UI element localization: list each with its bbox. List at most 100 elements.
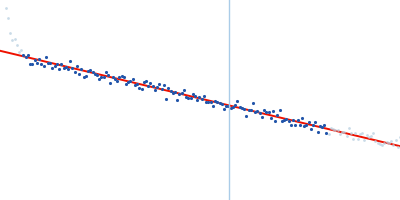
Point: [174, 98, 180, 101]
Point: [40, 64, 47, 67]
Point: [123, 82, 129, 85]
Point: [321, 124, 328, 127]
Point: [167, 90, 174, 93]
Point: [270, 110, 276, 113]
Point: [5, 16, 11, 19]
Point: [134, 82, 140, 86]
Point: [145, 85, 152, 88]
Point: [178, 91, 185, 94]
Point: [306, 120, 312, 123]
Point: [316, 125, 323, 128]
Point: [310, 123, 316, 126]
Point: [67, 60, 74, 63]
Point: [234, 99, 240, 103]
Point: [29, 62, 36, 65]
Point: [201, 95, 207, 98]
Point: [143, 79, 149, 83]
Point: [218, 103, 225, 106]
Point: [156, 82, 162, 85]
Point: [65, 67, 71, 71]
Point: [183, 95, 189, 99]
Point: [150, 84, 156, 88]
Point: [292, 123, 298, 126]
Point: [386, 141, 392, 144]
Point: [194, 98, 200, 101]
Point: [45, 61, 51, 65]
Point: [130, 77, 136, 81]
Point: [176, 93, 183, 96]
Point: [29, 62, 36, 65]
Point: [22, 55, 29, 58]
Point: [165, 87, 172, 90]
Point: [16, 50, 22, 53]
Point: [319, 125, 325, 128]
Point: [377, 143, 383, 146]
Point: [150, 84, 156, 88]
Point: [294, 119, 301, 122]
Point: [118, 75, 125, 78]
Point: [52, 64, 58, 67]
Point: [384, 140, 390, 143]
Point: [288, 124, 294, 127]
Point: [25, 54, 31, 57]
Point: [221, 107, 227, 111]
Point: [210, 105, 216, 108]
Point: [228, 107, 234, 110]
Point: [268, 117, 274, 120]
Point: [98, 76, 105, 79]
Point: [161, 83, 167, 86]
Point: [65, 67, 71, 71]
Point: [379, 143, 385, 146]
Point: [85, 70, 91, 73]
Point: [109, 75, 116, 78]
Point: [183, 95, 189, 99]
Point: [223, 105, 230, 108]
Point: [60, 66, 67, 70]
Point: [58, 63, 64, 66]
Point: [296, 124, 303, 127]
Point: [239, 106, 245, 109]
Point: [283, 117, 290, 120]
Point: [158, 88, 165, 91]
Point: [190, 92, 196, 95]
Point: [49, 66, 56, 70]
Point: [343, 134, 350, 137]
Point: [147, 82, 154, 85]
Point: [78, 68, 85, 71]
Point: [107, 81, 114, 85]
Point: [223, 105, 230, 108]
Point: [154, 85, 160, 89]
Point: [181, 88, 187, 91]
Point: [185, 97, 192, 100]
Point: [167, 90, 174, 93]
Point: [319, 125, 325, 128]
Point: [138, 87, 145, 90]
Point: [156, 82, 162, 85]
Point: [176, 93, 183, 96]
Point: [354, 138, 361, 141]
Point: [76, 72, 82, 75]
Point: [32, 59, 38, 62]
Point: [241, 108, 247, 111]
Point: [118, 75, 125, 78]
Point: [370, 132, 376, 135]
Point: [11, 37, 18, 40]
Point: [140, 81, 147, 84]
Point: [34, 61, 40, 64]
Point: [27, 62, 33, 65]
Point: [112, 78, 118, 81]
Point: [208, 101, 214, 104]
Point: [212, 99, 218, 103]
Point: [281, 119, 287, 122]
Point: [236, 106, 243, 109]
Point: [254, 110, 261, 113]
Point: [132, 83, 138, 86]
Point: [286, 120, 292, 123]
Point: [366, 136, 372, 139]
Point: [390, 143, 396, 146]
Point: [109, 75, 116, 78]
Point: [20, 54, 27, 57]
Point: [45, 61, 51, 65]
Point: [283, 117, 290, 120]
Point: [143, 79, 149, 83]
